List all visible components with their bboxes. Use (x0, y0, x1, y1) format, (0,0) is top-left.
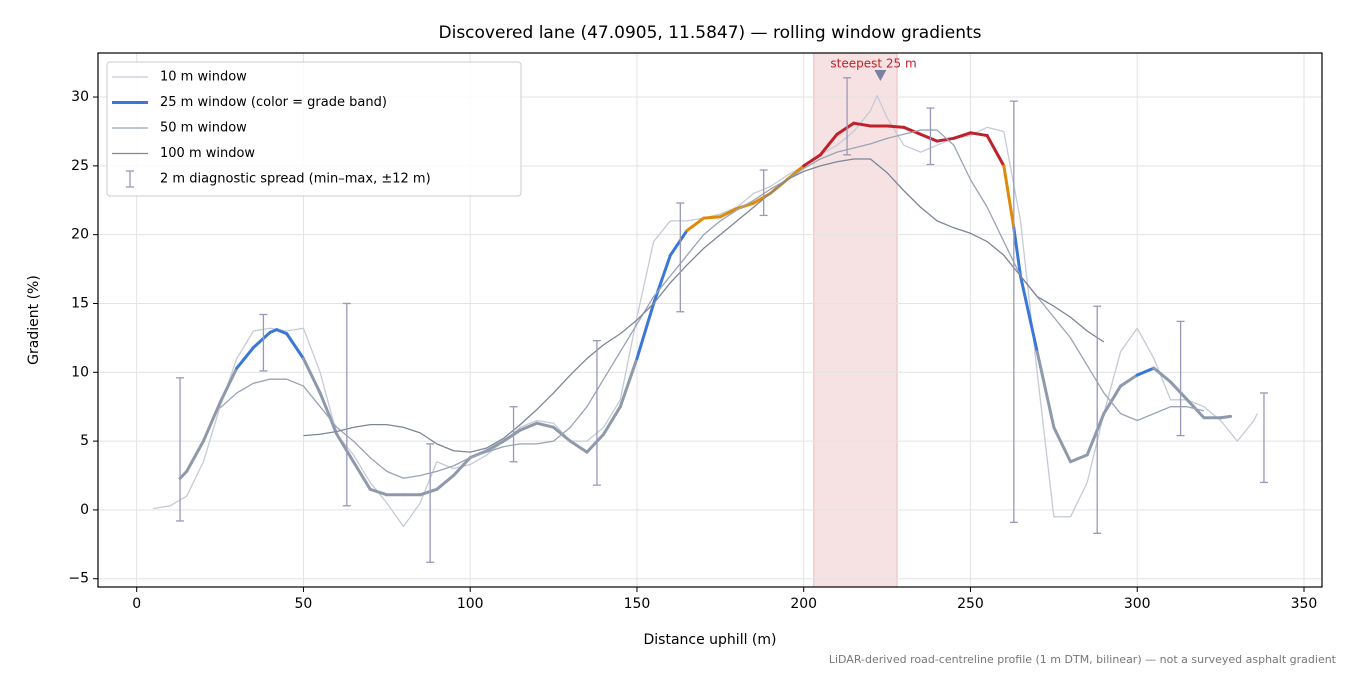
series-segment (218, 366, 239, 405)
x-tick-label: 0 (132, 596, 141, 612)
legend-label: 25 m window (color = grade band) (160, 95, 387, 110)
series-segment (535, 421, 556, 429)
y-axis-label: Gradient (%) (26, 275, 42, 365)
y-tick-label: 25 (71, 158, 89, 174)
series-segment (1119, 373, 1139, 388)
y-tick-label: 30 (71, 89, 89, 105)
series-segment (1069, 453, 1089, 464)
legend-label: 50 m window (160, 121, 247, 136)
series-line (219, 129, 1205, 479)
series-segment (485, 439, 506, 453)
series-segment (275, 328, 289, 336)
series-segment (902, 125, 922, 136)
series-segment (918, 132, 939, 143)
legend-box (106, 61, 522, 197)
series-segment (285, 332, 305, 361)
legend-label: 2 m diagnostic spread (min–max, ±12 m) (160, 172, 431, 187)
plot-frame (97, 52, 1323, 588)
series-segment (935, 136, 956, 143)
series-segment (301, 357, 322, 395)
series-segment (802, 153, 822, 168)
series-segment (368, 487, 389, 497)
steepest-marker (874, 70, 887, 82)
series-segment (1012, 226, 1023, 278)
series-segment (618, 357, 639, 409)
series-segment (585, 432, 606, 454)
y-tick-label: −5 (68, 571, 89, 587)
series-segment (1019, 274, 1039, 354)
series-segment (1219, 414, 1233, 420)
legend-label: 10 m window (160, 70, 247, 85)
series-segment (885, 124, 906, 129)
series-segment (1102, 384, 1123, 416)
series-segment (568, 439, 589, 454)
series-segment (985, 134, 1006, 168)
x-tick-label: 300 (1124, 596, 1151, 612)
series-segment (201, 401, 222, 443)
y-tick-label: 15 (71, 295, 89, 311)
x-tick-label: 250 (957, 596, 984, 612)
series-segment (668, 229, 689, 257)
series-segment (435, 474, 456, 491)
series-segment (1152, 366, 1173, 384)
x-axis-label: Distance uphill (m) (644, 632, 777, 648)
series-segment (251, 330, 272, 350)
series-line (303, 158, 1105, 453)
annotation: steepest 25 m (830, 57, 916, 71)
x-tick-label: 200 (790, 596, 817, 612)
series-segment (1052, 425, 1073, 464)
x-tick-label: 350 (1291, 596, 1318, 612)
series-segment (518, 421, 539, 432)
legend-label: 100 m window (160, 146, 255, 161)
series-segment (952, 131, 972, 140)
series-segment (318, 391, 339, 436)
series-segment (502, 428, 522, 443)
series-segment (1085, 412, 1106, 457)
x-tick-label: 50 (295, 596, 313, 612)
series-segment (635, 301, 656, 361)
chart-title: Discovered lane (47.0905, 11.5847) — rol… (439, 23, 982, 43)
series-segment (852, 121, 872, 128)
legend: 10 m window 25 m window (color = grade ba… (106, 61, 522, 197)
series-segment (685, 216, 706, 233)
series-segment (335, 432, 355, 464)
series-segment (602, 405, 622, 436)
y-tick-label: 5 (80, 433, 89, 449)
series-segment (418, 487, 439, 497)
series-segment (185, 439, 205, 473)
series-segment (818, 132, 839, 157)
series-segment (718, 207, 739, 219)
series-segment (1135, 366, 1156, 377)
series-segment (452, 456, 472, 478)
series-segment (835, 121, 856, 136)
series-segment (235, 346, 255, 370)
footnote: LiDAR-derived road-centreline profile (1… (829, 653, 1337, 666)
series-segment (652, 253, 672, 305)
series-segment (1169, 380, 1189, 402)
series-segment (351, 460, 372, 491)
series-segment (178, 469, 189, 480)
series-segment (702, 215, 722, 220)
y-tick-label: 0 (80, 502, 89, 518)
x-tick-label: 100 (457, 596, 484, 612)
y-tick-label: 20 (71, 227, 89, 243)
highlight-span (813, 52, 898, 588)
series-segment (968, 131, 989, 138)
series-segment (1035, 350, 1056, 429)
series-segment (1002, 164, 1016, 230)
y-tick-label: 10 (71, 364, 89, 380)
x-tick-label: 150 (624, 596, 651, 612)
